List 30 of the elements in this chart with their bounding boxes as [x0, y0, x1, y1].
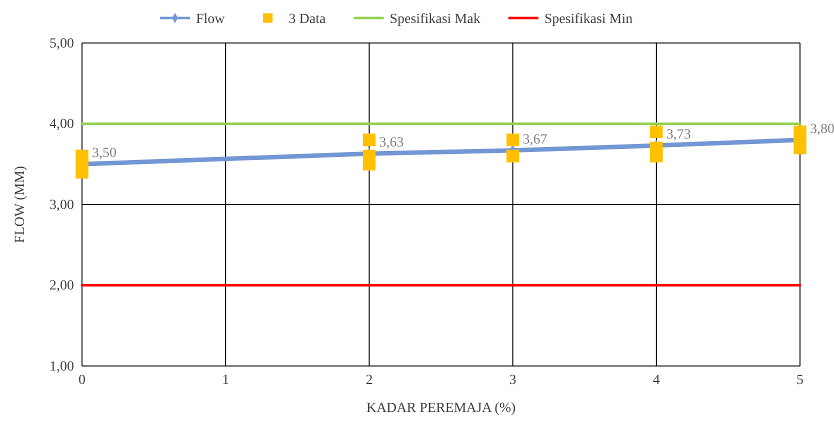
y-tick-label: 1,00 [50, 359, 74, 374]
data-label: 3,67 [522, 132, 548, 148]
point [76, 166, 88, 179]
x-tick-label: 1 [222, 372, 230, 388]
point [650, 126, 663, 138]
data-label: 3,50 [92, 146, 116, 162]
data-label: 3,73 [666, 128, 691, 143]
point [362, 158, 376, 170]
point [650, 150, 663, 162]
x-tick-label: 5 [796, 372, 804, 388]
legend-label: Spesifikasi Mak [390, 12, 480, 27]
legend-label: 3 Data [288, 12, 327, 27]
data-label: 3,80 [810, 122, 834, 137]
point [362, 134, 376, 146]
y-tick-label: 5,00 [50, 36, 74, 52]
x-axis-title: KADAR PEREMAJA (%) [366, 401, 516, 416]
x-tick-label: 0 [78, 372, 86, 388]
x-tick-label: 4 [652, 372, 660, 388]
y-tick-label: 2,00 [50, 278, 74, 294]
legend-label: Flow [196, 12, 226, 27]
point [506, 134, 520, 146]
data-label: 3,63 [379, 136, 404, 151]
x-tick-label: 2 [366, 372, 373, 388]
y-axis-title: FLOW (MM) [13, 166, 28, 244]
point [794, 142, 806, 154]
x-tick-label: 3 [509, 372, 516, 388]
legend-label: Spesifikasi Min [544, 12, 633, 27]
point [506, 150, 520, 162]
y-tick-label: 3,00 [50, 198, 74, 213]
y-tick-label: 4,00 [50, 117, 74, 132]
